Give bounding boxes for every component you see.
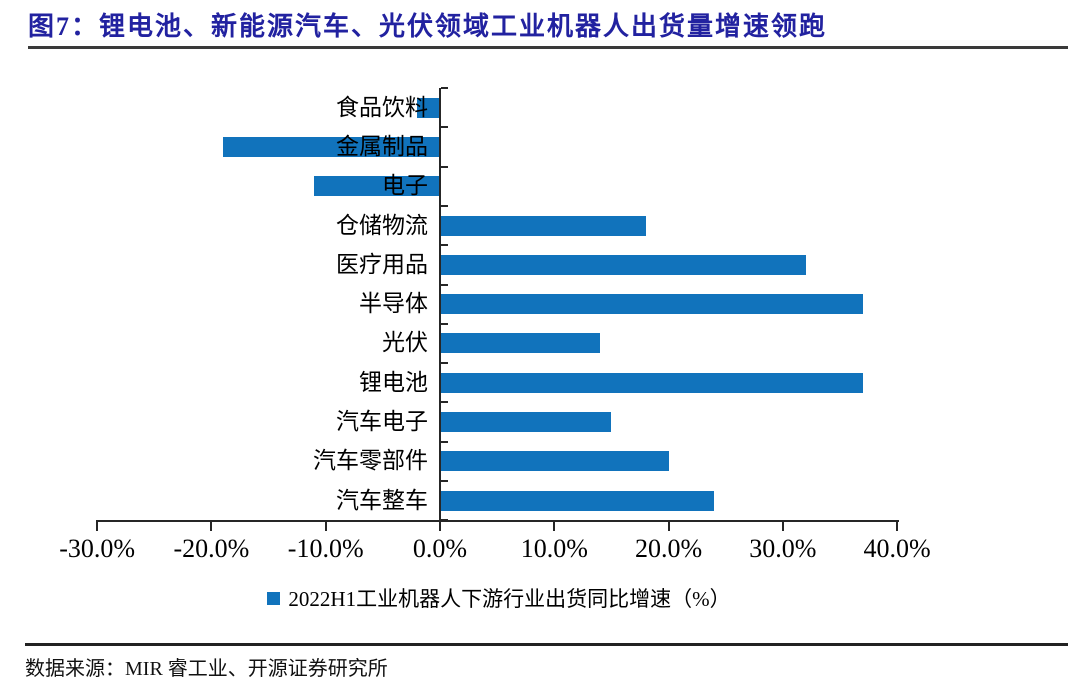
bar-segment — [440, 490, 715, 511]
legend-swatch-icon — [267, 591, 281, 605]
y-axis-tick — [441, 87, 448, 89]
x-axis-tick-label: 40.0% — [863, 534, 931, 564]
category-label: 金属制品 — [336, 133, 428, 159]
footer-divider — [25, 643, 1068, 646]
category-label: 食品饮料 — [336, 94, 428, 120]
x-axis-tick-label: 30.0% — [749, 534, 817, 564]
y-axis-tick — [441, 440, 448, 443]
y-axis-tick — [441, 165, 448, 168]
x-axis-tick — [439, 522, 441, 532]
x-axis-line — [96, 520, 900, 523]
category-label: 汽车电子 — [336, 409, 428, 435]
x-axis-tick — [96, 522, 99, 532]
figure-title: 图7：锂电池、新能源汽车、光伏领域工业机器人出货量增速领跑 — [28, 12, 828, 41]
category-label: 汽车整车 — [336, 487, 428, 513]
x-axis-tick — [896, 522, 899, 532]
x-axis-tick — [553, 522, 556, 532]
y-axis-tick — [441, 204, 448, 207]
bar-segment — [440, 372, 863, 393]
x-axis-tick-label: -10.0% — [287, 534, 364, 564]
data-source-text: 数据来源：MIR 睿工业、开源证券研究所 — [25, 658, 388, 680]
title-divider — [28, 46, 1068, 49]
bar-segment — [440, 412, 612, 433]
y-axis-tick — [441, 362, 448, 365]
y-axis-line — [439, 88, 441, 521]
bar-segment — [417, 97, 440, 118]
x-axis-tick-label: 10.0% — [520, 534, 588, 564]
bar-segment — [440, 254, 806, 275]
y-axis-tick — [441, 283, 448, 286]
x-axis-tick-label: 0.0% — [412, 534, 468, 564]
y-axis-tick — [441, 244, 448, 247]
x-axis-tick — [210, 522, 213, 532]
x-axis-tick-label: -20.0% — [173, 534, 250, 564]
y-axis-tick — [441, 480, 448, 482]
y-axis-tick — [441, 322, 448, 325]
category-label: 锂电池 — [359, 369, 428, 395]
bar-segment — [222, 136, 440, 157]
bar-segment — [314, 176, 440, 197]
category-label: 半导体 — [359, 291, 428, 317]
y-axis-tick — [441, 126, 448, 129]
bar-segment — [440, 215, 646, 236]
x-axis-tick — [667, 522, 670, 532]
x-axis-tick-label: 20.0% — [634, 534, 703, 564]
x-axis-tick — [324, 522, 327, 532]
category-label: 电子 — [382, 173, 428, 199]
bar-segment — [440, 294, 863, 315]
bar-segment — [440, 451, 669, 472]
x-axis-tick — [781, 522, 784, 532]
chart-legend: 2022H1工业机器人下游行业出货同比增速（%） — [0, 583, 1039, 613]
category-label: 医疗用品 — [336, 251, 428, 277]
category-label: 光伏 — [382, 330, 428, 356]
y-axis-tick — [441, 401, 448, 404]
category-label: 汽车零部件 — [313, 448, 428, 474]
category-label: 仓储物流 — [336, 212, 428, 238]
x-axis-tick-label: -30.0% — [59, 534, 136, 564]
bar-segment — [440, 333, 600, 354]
legend-label: 2022H1工业机器人下游行业出货同比增速（%） — [288, 587, 731, 611]
